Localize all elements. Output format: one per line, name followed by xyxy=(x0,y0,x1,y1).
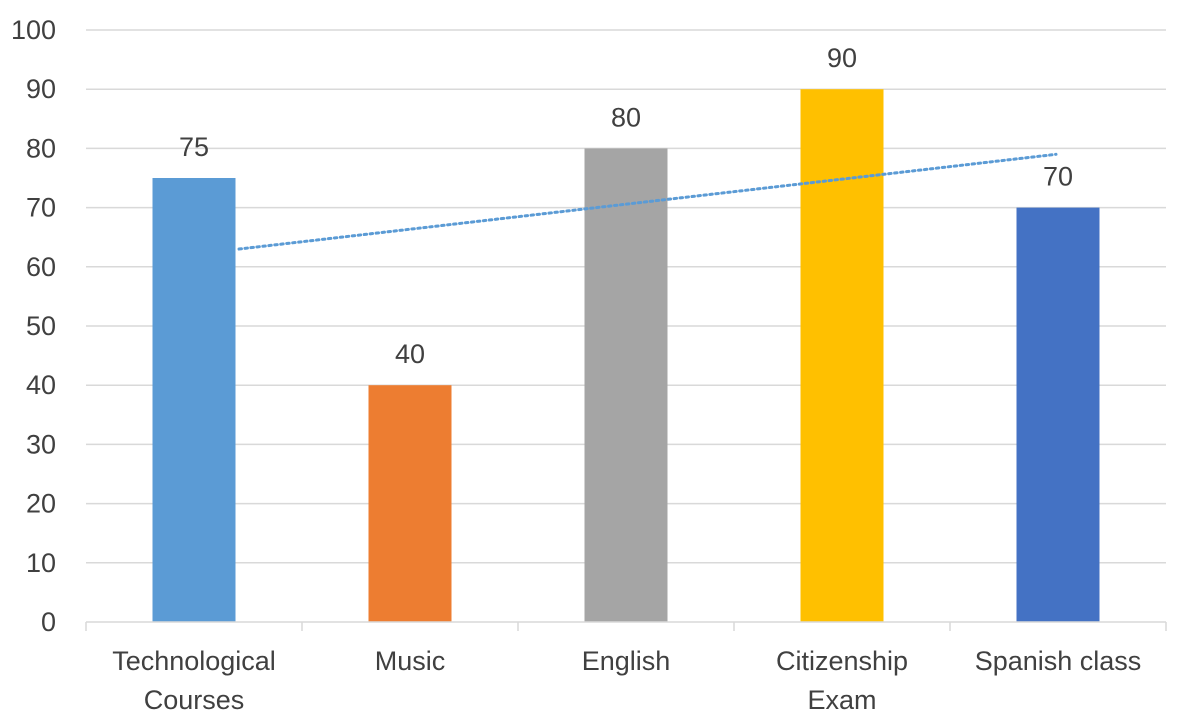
y-tick-label: 50 xyxy=(26,311,56,341)
bar xyxy=(800,89,884,622)
x-tick-label: Technological xyxy=(112,646,276,676)
x-tick-label: Music xyxy=(375,646,446,676)
y-tick-label: 80 xyxy=(26,133,56,163)
trendline xyxy=(237,152,1058,251)
bars xyxy=(152,89,1100,622)
x-axis: Technological Courses Music English Citizens… xyxy=(85,621,1167,715)
bar xyxy=(368,385,452,622)
bar xyxy=(584,148,668,622)
y-tick-label: 10 xyxy=(26,548,56,578)
trendline-group xyxy=(237,152,1058,251)
x-tick-label: English xyxy=(582,646,671,676)
data-label: 80 xyxy=(611,102,641,132)
y-tick-label: 70 xyxy=(26,193,56,223)
y-axis: 0 10 20 30 40 50 60 70 80 90 100 xyxy=(11,15,56,637)
x-tick-label: Spanish class xyxy=(975,646,1142,676)
y-tick-label: 60 xyxy=(26,252,56,282)
y-tick-label: 30 xyxy=(26,429,56,459)
y-tick-label: 0 xyxy=(41,607,56,637)
bar xyxy=(152,178,236,622)
data-label: 75 xyxy=(179,132,209,162)
y-tick-label: 90 xyxy=(26,74,56,104)
x-tick-label: Exam xyxy=(807,685,876,715)
bar xyxy=(1016,207,1100,622)
data-labels: 75 40 80 90 70 xyxy=(179,43,1073,369)
x-tick-label: Citizenship xyxy=(776,646,908,676)
data-label: 90 xyxy=(827,43,857,73)
y-tick-label: 100 xyxy=(11,15,56,45)
y-tick-label: 40 xyxy=(26,370,56,400)
data-label: 40 xyxy=(395,339,425,369)
x-tick-label: Courses xyxy=(144,685,245,715)
y-tick-label: 20 xyxy=(26,489,56,519)
data-label: 70 xyxy=(1043,162,1073,192)
